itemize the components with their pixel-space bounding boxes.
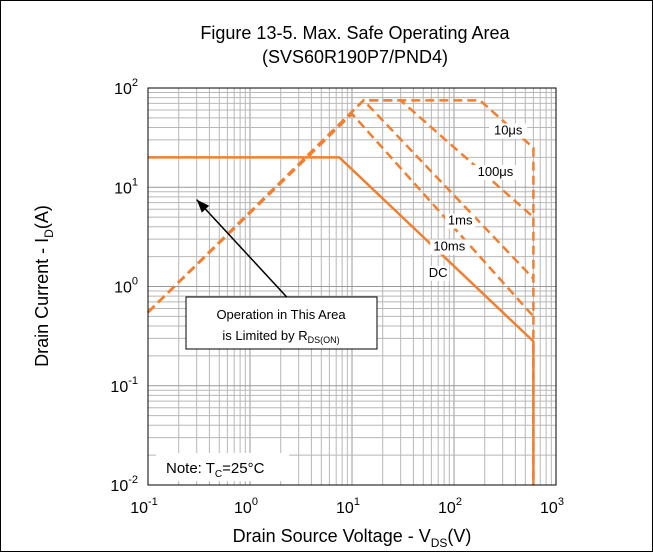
- x-tick-label: 101: [336, 496, 360, 517]
- series-line-10ms: [147, 111, 535, 318]
- y-tick-label: 101: [114, 176, 138, 197]
- x-tick-label: 100: [234, 496, 258, 517]
- x-tick-label: 102: [438, 496, 462, 517]
- series-label: 1ms: [448, 213, 473, 228]
- grid-lines: [147, 88, 556, 486]
- annotation-group: Operation in This Area is Limited by RDS(…: [156, 199, 378, 481]
- annotation-line-1: Operation in This Area: [216, 307, 346, 322]
- annotation-arrowhead: [196, 199, 210, 213]
- y-axis-label: Drain Current - ID(A): [32, 205, 56, 367]
- x-axis-label: Drain Source Voltage - VDS(V): [233, 526, 472, 550]
- series-label-bg: [489, 123, 528, 139]
- series-label: 100μs: [478, 164, 514, 179]
- series-label: 10ms: [433, 239, 465, 254]
- y-tick-label: 10-2: [110, 474, 138, 495]
- y-tick-label: 100: [114, 276, 138, 297]
- y-tick-label: 10-1: [110, 375, 138, 396]
- annotation-line-2: is Limited by RDS(ON): [222, 328, 339, 345]
- note-box: [156, 453, 289, 481]
- y-tick-label: 102: [114, 77, 138, 98]
- chart-title: Figure 13-5. Max. Safe Operating Area: [200, 23, 510, 43]
- annotation-box: [185, 296, 378, 350]
- series-line-100s: [147, 99, 535, 314]
- series-labels: 10μs 100μs 1ms 10ms DC: [427, 123, 528, 281]
- x-tick-label: 10-1: [130, 496, 158, 517]
- series-label-bg: [445, 213, 476, 229]
- series-label: 10μs: [494, 123, 523, 138]
- plot-border: [147, 87, 557, 486]
- chart-subtitle: (SVS60R190P7/PND4): [262, 47, 448, 67]
- series-label-bg: [427, 265, 450, 281]
- note-text: Note: TC=25°C: [166, 460, 265, 480]
- series-label-bg: [430, 239, 469, 255]
- series-label-bg: [472, 164, 519, 180]
- series-label: DC: [429, 265, 448, 280]
- x-tick-label: 103: [540, 496, 564, 517]
